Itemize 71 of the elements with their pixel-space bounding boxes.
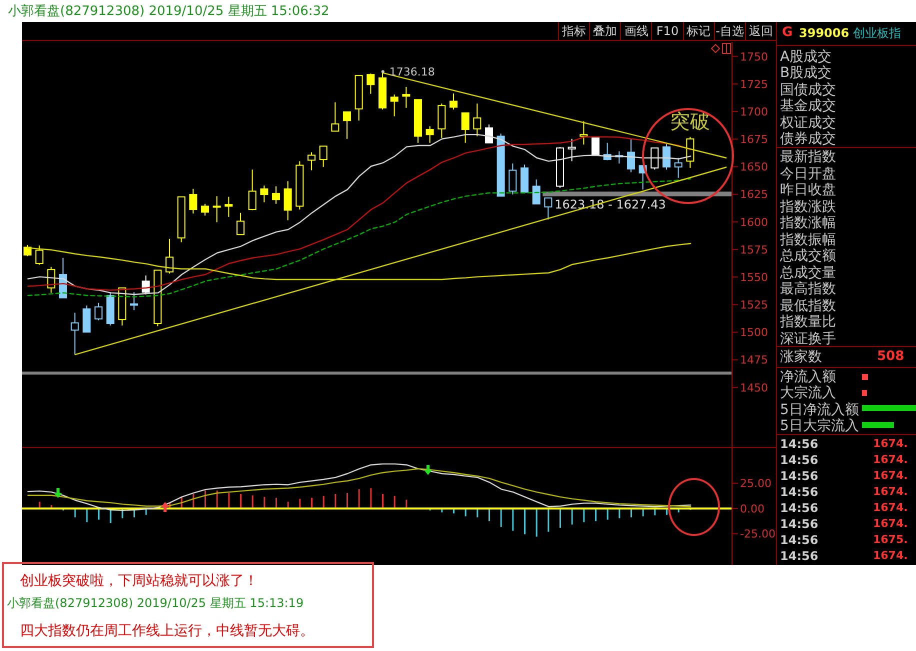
text: 深证换手 — [780, 330, 836, 346]
y-tick-label: 0.00 — [740, 502, 764, 516]
text: 返回 — [744, 22, 776, 40]
y-tick-label: 1450 — [740, 381, 768, 394]
text: 1674. — [873, 516, 908, 532]
text: 1674. — [873, 548, 908, 564]
text: 国债成交 — [780, 82, 836, 98]
text: 画线 — [620, 22, 652, 40]
text: 指数涨跌 — [780, 198, 836, 214]
text: 最低指数 — [780, 298, 836, 314]
text: 1674. — [873, 436, 908, 452]
y-tick-label: 1575 — [740, 243, 768, 256]
text: 1674. — [873, 452, 908, 468]
annotation: 突破 — [670, 108, 710, 135]
text: 最新指数 — [780, 149, 836, 165]
text: 叠加 — [589, 22, 620, 40]
y-tick-label: 1650 — [740, 160, 768, 174]
text: B股成交 — [780, 65, 832, 82]
text: 指数涨幅 — [780, 215, 836, 231]
text: 创业板突破啦，下周站稳就可以涨了！ — [20, 573, 258, 589]
text: 14:56 — [780, 516, 818, 532]
y-tick-label: 1550 — [740, 270, 768, 284]
y-tick-label: 1525 — [740, 298, 768, 312]
text: F10 — [651, 22, 683, 40]
text: 5日大宗流入 — [780, 418, 859, 434]
text: 1674. — [873, 500, 908, 516]
text: -自选 — [714, 22, 745, 40]
text: 净流入额 — [780, 369, 836, 385]
y-tick-label: 1725 — [740, 78, 768, 91]
text: 5日净流入额 — [780, 402, 859, 418]
text: 大宗流入 — [780, 385, 836, 402]
text: 1675. — [873, 532, 908, 548]
text: 最高指数 — [780, 281, 836, 297]
text: 14:56 — [780, 532, 818, 548]
text: 总成交量 — [780, 264, 836, 280]
y-tick-label: 1675 — [740, 133, 768, 146]
text: 399006 创业板指 — [799, 26, 901, 40]
text: 总成交额 — [780, 248, 836, 264]
text: 今日开盘 — [780, 166, 836, 182]
text: 14:56 — [780, 452, 818, 468]
y-tick-label: 1600 — [740, 216, 768, 229]
y-tick-label: 1625 — [740, 188, 768, 202]
text: 14:56 — [780, 436, 818, 452]
y-tick-label: 1500 — [740, 326, 768, 340]
text: 指标 — [558, 22, 590, 40]
y-tick-label: 1475 — [740, 354, 768, 367]
text: 涨家数 — [780, 349, 822, 365]
text: 14:56 — [780, 484, 818, 500]
y-tick-label: 1750 — [740, 50, 768, 64]
chart-title: 小郭看盘(827912308) 2019/10/25 星期五 15:06:32 — [8, 3, 330, 20]
text: 四大指数仍在周工作线上运行，中线暂无大碍。 — [20, 623, 314, 639]
text: 昨日收盘 — [780, 182, 836, 198]
text: 14:56 — [780, 468, 818, 484]
text: 508 — [877, 349, 904, 365]
text: G — [782, 25, 793, 41]
text: 指数量比 — [780, 314, 836, 330]
text: 1674. — [873, 484, 908, 500]
text: 基金成交 — [780, 98, 836, 114]
text: 14:56 — [780, 548, 818, 564]
y-tick-label: -25.00 — [740, 528, 776, 541]
text: 小郭看盘(827912308) 2019/10/25 星期五 15:13:19 — [7, 595, 304, 612]
y-tick-label: 1700 — [740, 105, 768, 118]
text: 债券成交 — [780, 131, 836, 147]
annotation: 1736.18 — [389, 66, 435, 78]
y-tick-label: 25.00 — [740, 477, 772, 490]
text: A股成交 — [780, 49, 832, 65]
text: 标记 — [682, 22, 714, 40]
text: 14:56 — [780, 500, 818, 516]
text: 权证成交 — [780, 114, 836, 131]
text: 1674. — [873, 468, 908, 484]
text: 指数振幅 — [780, 232, 836, 248]
